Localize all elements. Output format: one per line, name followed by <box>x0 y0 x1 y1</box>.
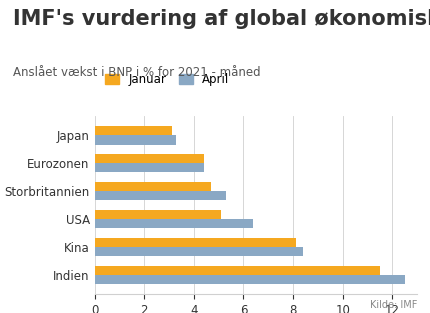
Bar <box>95 126 172 135</box>
Legend: Januar, April: Januar, April <box>101 68 234 91</box>
Bar <box>95 210 221 219</box>
Bar <box>95 191 226 200</box>
Bar <box>95 182 211 191</box>
Text: Anslået vækst i BNP i % for 2021 - måned: Anslået vækst i BNP i % for 2021 - måned <box>13 66 261 79</box>
Bar <box>95 163 204 172</box>
Bar <box>95 154 204 163</box>
Text: Kilde: IMF: Kilde: IMF <box>370 300 417 310</box>
Bar <box>95 135 176 145</box>
Bar <box>95 219 253 228</box>
Text: IMF's vurdering af global økonomisk vækst: IMF's vurdering af global økonomisk væks… <box>13 9 430 29</box>
Bar <box>95 265 380 275</box>
Bar <box>95 247 303 256</box>
Bar <box>95 275 405 284</box>
Bar <box>95 238 295 247</box>
